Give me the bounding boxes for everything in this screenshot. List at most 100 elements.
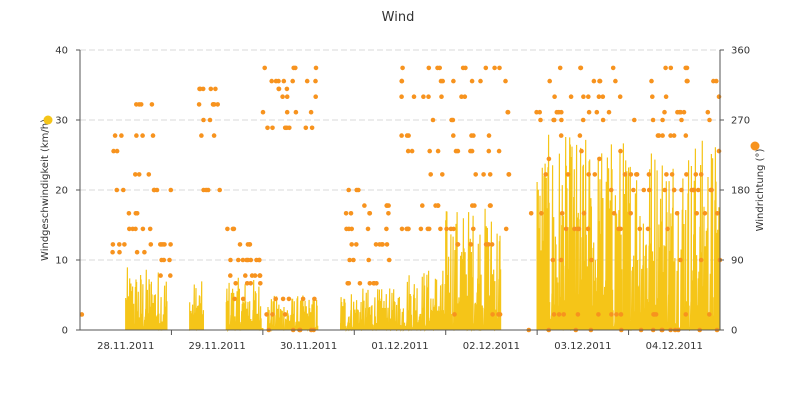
direction-point	[486, 148, 492, 154]
direction-point	[240, 257, 246, 263]
direction-point	[248, 281, 253, 286]
direction-point	[586, 109, 592, 115]
direction-point	[550, 257, 556, 263]
direction-point	[349, 242, 355, 247]
direction-point	[468, 148, 473, 154]
direction-point	[668, 133, 673, 138]
direction-point	[646, 187, 652, 193]
direction-point	[347, 257, 352, 263]
direction-point	[551, 312, 557, 317]
y-right-tick-label: 270	[731, 116, 750, 127]
direction-point	[557, 65, 563, 71]
direction-point	[365, 226, 371, 232]
direction-point	[611, 211, 617, 216]
direction-point	[308, 109, 314, 115]
direction-point	[628, 172, 634, 177]
direction-point	[594, 109, 600, 115]
direction-point	[110, 249, 115, 255]
y-left-tick-label: 30	[55, 116, 68, 127]
direction-point	[228, 273, 233, 278]
direction-point	[586, 172, 591, 177]
x-tick-label: 03.12.2011	[554, 341, 611, 352]
direction-point	[367, 211, 372, 216]
direction-point	[578, 65, 583, 71]
direction-point	[459, 94, 464, 99]
direction-point	[448, 226, 454, 232]
direction-point	[668, 65, 674, 71]
y-right-tick-label: 0	[731, 326, 737, 337]
direction-point	[707, 117, 712, 123]
direction-point	[698, 172, 704, 177]
direction-point	[284, 94, 290, 99]
direction-point	[470, 203, 475, 208]
direction-point	[622, 172, 628, 177]
direction-point	[79, 312, 85, 317]
speed-line-segment	[125, 267, 168, 331]
direction-point	[435, 203, 441, 208]
direction-point	[702, 211, 708, 216]
direction-point	[468, 242, 474, 247]
direction-point	[426, 94, 431, 99]
direction-point	[114, 148, 120, 154]
direction-point	[399, 94, 404, 99]
y-left-tick-label: 40	[55, 46, 68, 57]
direction-point	[707, 312, 712, 317]
y-right-tick-label: 360	[731, 46, 750, 57]
direction-point	[505, 109, 511, 115]
direction-point	[304, 78, 310, 84]
direction-point	[136, 172, 142, 177]
direction-point	[684, 65, 690, 71]
direction-point	[134, 133, 139, 138]
direction-point	[270, 312, 275, 317]
direction-point	[695, 187, 701, 193]
direction-point	[420, 203, 425, 208]
direction-point	[240, 296, 246, 302]
direction-point	[247, 242, 252, 247]
direction-point	[610, 65, 616, 71]
direction-point	[348, 211, 354, 216]
direction-point	[437, 65, 443, 71]
direction-point	[528, 211, 534, 216]
direction-point	[265, 125, 270, 131]
direction-point	[405, 148, 411, 154]
direction-point	[111, 148, 116, 154]
direction-point	[496, 148, 502, 154]
direction-point	[559, 211, 565, 216]
direction-point	[440, 172, 445, 177]
direction-point	[585, 226, 591, 232]
direction-point	[489, 242, 495, 247]
direction-point	[662, 187, 668, 193]
direction-point	[650, 117, 656, 123]
speed-line-segment	[404, 270, 447, 332]
direction-point	[539, 211, 544, 216]
direction-point	[586, 94, 591, 99]
x-tick-label: 01.12.2011	[371, 341, 428, 352]
direction-point	[126, 211, 132, 216]
direction-point	[653, 312, 659, 317]
direction-point	[167, 257, 172, 263]
direction-point	[400, 65, 405, 71]
direction-point	[386, 257, 392, 263]
direction-point	[609, 312, 614, 317]
direction-point	[282, 312, 288, 317]
direction-point	[679, 187, 684, 193]
direction-point	[490, 312, 495, 317]
direction-point	[158, 273, 163, 278]
direction-point	[362, 203, 367, 208]
speed-series	[125, 134, 721, 333]
direction-point	[140, 133, 145, 138]
direction-point	[613, 78, 618, 84]
direction-point	[487, 203, 493, 208]
direction-point	[679, 117, 684, 123]
direction-point	[537, 109, 542, 115]
direction-point	[444, 226, 449, 232]
direction-point	[575, 226, 580, 232]
direction-point	[430, 117, 436, 123]
direction-point	[379, 242, 385, 247]
direction-point	[660, 133, 665, 138]
direction-point	[649, 78, 654, 84]
direction-point	[199, 133, 204, 138]
direction-point	[463, 65, 468, 71]
direction-point	[577, 133, 583, 138]
